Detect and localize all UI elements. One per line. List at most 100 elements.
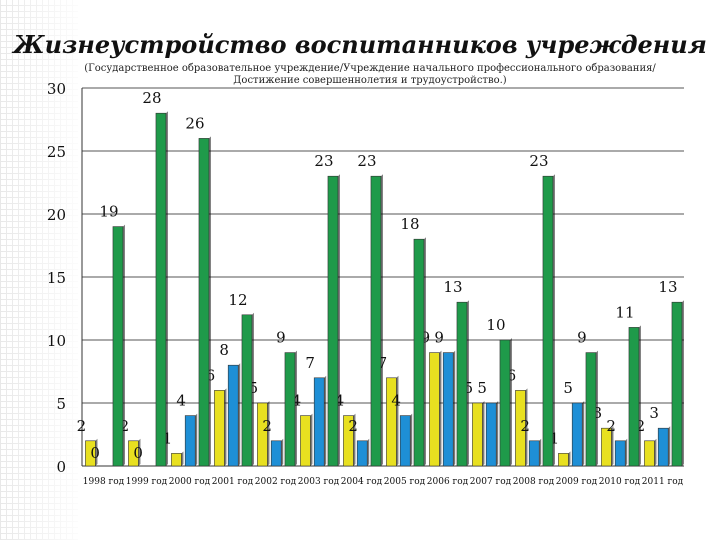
bar-side — [238, 363, 241, 466]
bar-side — [482, 401, 485, 466]
bar — [184, 415, 196, 467]
bar — [528, 440, 540, 467]
data-label: 28 — [142, 89, 161, 107]
bar-side — [195, 413, 198, 466]
bar — [657, 427, 669, 467]
data-label: 26 — [185, 114, 204, 132]
bar-side — [251, 312, 254, 466]
decorative-band — [0, 0, 78, 540]
bar — [370, 175, 382, 467]
bar-side — [453, 350, 456, 466]
bar — [429, 352, 440, 467]
bar-side — [595, 350, 598, 466]
bar-side — [337, 174, 340, 466]
data-label: 0 — [90, 444, 100, 462]
y-tick-label: 30 — [47, 80, 66, 98]
bar — [614, 440, 626, 467]
y-tick-label: 0 — [56, 458, 66, 476]
bar-side — [181, 451, 184, 466]
bar — [155, 112, 167, 467]
bar-side — [509, 338, 512, 466]
bar-side — [208, 136, 211, 466]
data-label: 5 — [563, 379, 573, 397]
bar — [628, 327, 640, 467]
data-label: 7 — [305, 354, 315, 372]
bar-side — [396, 375, 399, 466]
chart-subtitle: (Государственное образовательное учрежде… — [84, 63, 656, 86]
x-tick-label: 1999 год — [126, 477, 168, 487]
bar — [399, 415, 411, 467]
data-label: 13 — [443, 278, 462, 296]
data-label: 4 — [176, 392, 186, 410]
bar — [313, 377, 325, 467]
bar-side — [367, 438, 370, 466]
data-label: 11 — [615, 303, 634, 321]
x-tick-label: 2007 год — [470, 477, 512, 487]
bar-side — [165, 111, 168, 466]
data-label: 8 — [219, 341, 229, 359]
data-label: 2 — [348, 417, 358, 435]
bar-side — [95, 438, 98, 466]
data-label: 12 — [228, 291, 247, 309]
bar-side — [625, 438, 628, 466]
bar-side — [267, 401, 270, 466]
data-label: 23 — [314, 152, 333, 170]
data-label: 19 — [99, 203, 118, 221]
data-label: 2 — [606, 417, 616, 435]
x-tick-label: 1998 год — [83, 477, 125, 487]
bar-side — [353, 413, 356, 466]
data-label: 18 — [400, 215, 419, 233]
bar — [442, 352, 454, 467]
bar-side — [552, 174, 555, 466]
y-tick-label: 10 — [47, 332, 66, 350]
x-tick-label: 2000 год — [169, 477, 211, 487]
bar-side — [611, 426, 614, 466]
bar — [214, 390, 225, 467]
bar-side — [410, 413, 413, 466]
bar-side — [310, 413, 313, 466]
data-label: 5 — [477, 379, 487, 397]
x-tick-label: 2002 год — [255, 477, 297, 487]
bar-side — [654, 438, 657, 466]
bar-side — [281, 438, 284, 466]
bar-side — [138, 438, 141, 466]
x-tick-label: 2004 год — [341, 477, 383, 487]
x-tick-label: 2001 год — [212, 477, 254, 487]
data-label: 10 — [486, 316, 505, 334]
y-tick-label: 25 — [47, 143, 66, 161]
data-label: 23 — [529, 152, 548, 170]
data-label: 2 — [262, 417, 272, 435]
bar — [472, 402, 483, 467]
bar-side — [668, 426, 671, 466]
data-label: 2 — [520, 417, 530, 435]
bar — [571, 402, 583, 467]
x-tick-label: 2006 год — [427, 477, 469, 487]
y-tick-label: 5 — [56, 395, 66, 413]
bar — [284, 352, 296, 467]
bar-side — [525, 388, 528, 466]
bar — [558, 453, 569, 467]
bar-side — [496, 401, 499, 466]
bar — [112, 226, 124, 467]
data-label: 9 — [434, 329, 444, 347]
bar — [585, 352, 597, 467]
bar-side — [466, 300, 469, 466]
bar — [171, 453, 182, 467]
x-tick-label: 2011 год — [642, 477, 684, 487]
data-label: 3 — [649, 404, 659, 422]
bar — [227, 364, 239, 467]
data-label: 9 — [276, 329, 286, 347]
x-tick-label: 2005 год — [384, 477, 426, 487]
x-tick-label: 2010 год — [599, 477, 641, 487]
bar — [671, 301, 683, 467]
bar — [356, 440, 368, 467]
bar — [300, 415, 311, 467]
bar — [241, 314, 253, 467]
bar-side — [638, 325, 641, 466]
data-label: 0 — [133, 444, 143, 462]
bar-side — [380, 174, 383, 466]
bar — [644, 440, 655, 467]
bar-side — [324, 375, 327, 466]
bar-side — [681, 300, 684, 466]
